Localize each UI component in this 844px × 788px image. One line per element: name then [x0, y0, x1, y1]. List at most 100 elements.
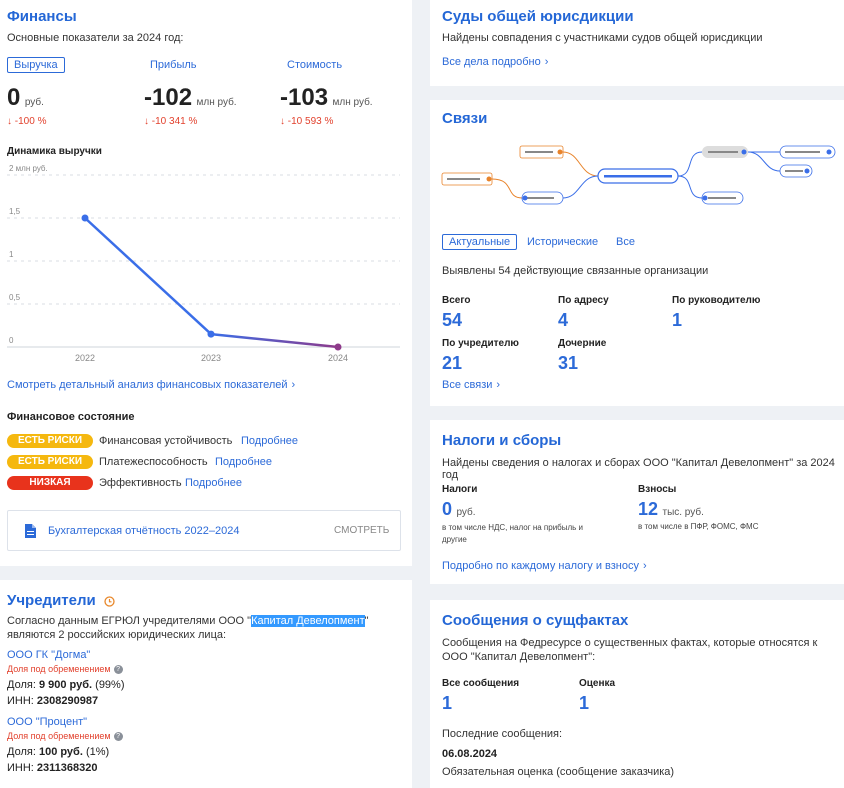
founders-card: Учредители Согласно данным ЕГРЮЛ учредит… [0, 580, 412, 788]
clock-icon [104, 595, 115, 607]
chevron-right-icon: › [291, 379, 296, 391]
y-tick-label: 0,5 [9, 293, 21, 302]
report-view-button[interactable]: СМОТРЕТЬ [334, 525, 390, 536]
series-line [84, 217, 212, 336]
founders-title: Учредители [7, 592, 115, 609]
stat-value[interactable]: 1 [672, 310, 683, 330]
stat-value[interactable]: 21 [442, 353, 463, 373]
founder-share: Доля: 100 руб. (1%) [7, 746, 110, 758]
facts-last-date: 06.08.2024 [442, 748, 498, 760]
taxes-detail-link[interactable]: Подробно по каждому налогу и взносу › [442, 560, 647, 572]
taxes-amount: 0 руб. [442, 499, 476, 519]
links-title: Связи [442, 110, 488, 127]
founder-link[interactable]: ООО "Процент" [7, 716, 88, 728]
y-tick-label: 1,5 [9, 207, 21, 216]
facts-title: Сообщения о сущфактах [442, 612, 629, 629]
document-icon [25, 524, 36, 538]
stat-value[interactable]: 4 [558, 310, 569, 330]
links-found-text: Выявлены 54 действующие связанные органи… [442, 265, 709, 277]
links-card: Связи Актуальные Исторические Все Выявле… [430, 100, 844, 406]
facts-eval-label: Оценка [579, 678, 616, 689]
fin-state-title: Финансовое состояние [7, 411, 135, 423]
all-links-link[interactable]: Все связи › [442, 379, 501, 391]
value-metric: -103 млн руб. [280, 84, 373, 112]
profit-change: ↓ -10 341 % [144, 116, 198, 127]
chart-title: Динамика выручки [7, 146, 102, 157]
report-label: Бухгалтерская отчётность 2022–2024 [48, 525, 240, 537]
status-badge: ЕСТЬ РИСКИ [7, 455, 93, 469]
stat-label: По учредителю [442, 338, 519, 349]
revenue-chart: 2 млн руб. 1,5 1 0,5 0 2022 2023 2024 [7, 165, 400, 363]
links-graph [441, 145, 836, 205]
founder-inn: ИНН: 2308290987 [7, 695, 99, 707]
tab-historical[interactable]: Исторические [527, 236, 599, 248]
y-tick-label: 0 [9, 336, 14, 345]
founder-link[interactable]: ООО ГК "Догма" [7, 649, 91, 661]
facts-subtitle: Сообщения на Федресурсе о существенных ф… [442, 637, 818, 663]
info-icon[interactable]: ? [113, 665, 123, 675]
taxes-card: Налоги и сборы Найдены сведения о налога… [430, 420, 844, 584]
revenue-metric: 0 руб. [7, 84, 44, 112]
profit-metric: -102 млн руб. [144, 84, 237, 112]
stat-value[interactable]: 54 [442, 310, 463, 330]
x-tick-label: 2024 [328, 353, 348, 363]
facts-eval-value[interactable]: 1 [579, 693, 590, 713]
state-more-link[interactable]: Подробнее [215, 456, 273, 468]
status-badge: НИЗКАЯ [7, 476, 93, 490]
tab-revenue[interactable]: Выручка [7, 57, 65, 73]
taxes-subtitle: Найдены сведения о налогах и сборах ООО … [442, 457, 835, 481]
value-value: -103 [280, 84, 329, 111]
chevron-right-icon: › [643, 560, 647, 572]
finance-card: Финансы Основные показатели за 2024 год:… [0, 0, 412, 566]
founder-share: Доля: 9 900 руб. (99%) [7, 679, 125, 691]
courts-card: Суды общей юрисдикции Найдены совпадения… [430, 0, 844, 86]
founders-intro: Согласно данным ЕГРЮЛ учредителями ООО "… [7, 615, 369, 641]
taxes-note: в том числе НДС, налог на прибыль и друг… [442, 523, 584, 544]
stat-label: Всего [442, 295, 471, 306]
state-more-link[interactable]: Подробнее [185, 477, 243, 489]
fees-amount: 12 тыс. руб. [638, 499, 704, 519]
finance-detail-link[interactable]: Смотреть детальный анализ финансовых пок… [7, 379, 296, 391]
facts-card: Сообщения о сущфактах Сообщения на Федре… [430, 600, 844, 788]
revenue-value: 0 [7, 84, 21, 111]
taxes-title: Налоги и сборы [442, 432, 562, 449]
finance-title: Финансы [7, 8, 77, 25]
stat-label: Дочерние [558, 338, 607, 349]
x-tick-label: 2023 [201, 353, 221, 363]
courts-subtitle: Найдены совпадения с участниками судов о… [442, 32, 763, 44]
data-point[interactable] [207, 330, 215, 338]
tab-current[interactable]: Актуальные [442, 234, 518, 250]
facts-last-label: Последние сообщения: [442, 728, 563, 740]
facts-all-value[interactable]: 1 [442, 693, 453, 713]
state-more-link[interactable]: Подробнее [241, 435, 299, 447]
y-tick-label: 2 млн руб. [9, 165, 48, 173]
tab-all[interactable]: Все [616, 236, 635, 248]
company-highlight: Капитал Девелопмент [251, 615, 365, 627]
value-change: ↓ -10 593 % [280, 116, 334, 127]
stat-label: По адресу [558, 295, 609, 306]
taxes-label: Налоги [442, 484, 478, 495]
status-badge: ЕСТЬ РИСКИ [7, 434, 93, 448]
data-point[interactable] [334, 343, 342, 351]
report-row[interactable]: Бухгалтерская отчётность 2022–2024 СМОТР… [7, 510, 401, 551]
encumbrance-note: Доля под обременением? [7, 664, 123, 675]
value-unit: млн руб. [332, 97, 373, 108]
y-tick-label: 1 [9, 250, 14, 259]
data-point[interactable] [81, 214, 89, 222]
tab-value[interactable]: Стоимость [287, 59, 343, 71]
info-icon[interactable]: ? [113, 732, 123, 742]
tab-profit[interactable]: Прибыль [150, 59, 197, 71]
encumbrance-note: Доля под обременением? [7, 731, 123, 742]
facts-all-label: Все сообщения [442, 678, 520, 689]
state-label: Платежеспособность [99, 456, 208, 468]
facts-last-text: Обязательная оценка (сообщение заказчика… [442, 766, 675, 778]
x-tick-label: 2022 [75, 353, 95, 363]
stat-label: По руководителю [672, 295, 761, 306]
courts-title: Суды общей юрисдикции [442, 8, 634, 25]
stat-value[interactable]: 31 [558, 353, 579, 373]
profit-value: -102 [144, 84, 193, 111]
revenue-unit: руб. [24, 97, 44, 108]
revenue-change: ↓ -100 % [7, 116, 47, 127]
profit-unit: млн руб. [196, 97, 237, 108]
courts-link[interactable]: Все дела подробно › [442, 56, 549, 68]
